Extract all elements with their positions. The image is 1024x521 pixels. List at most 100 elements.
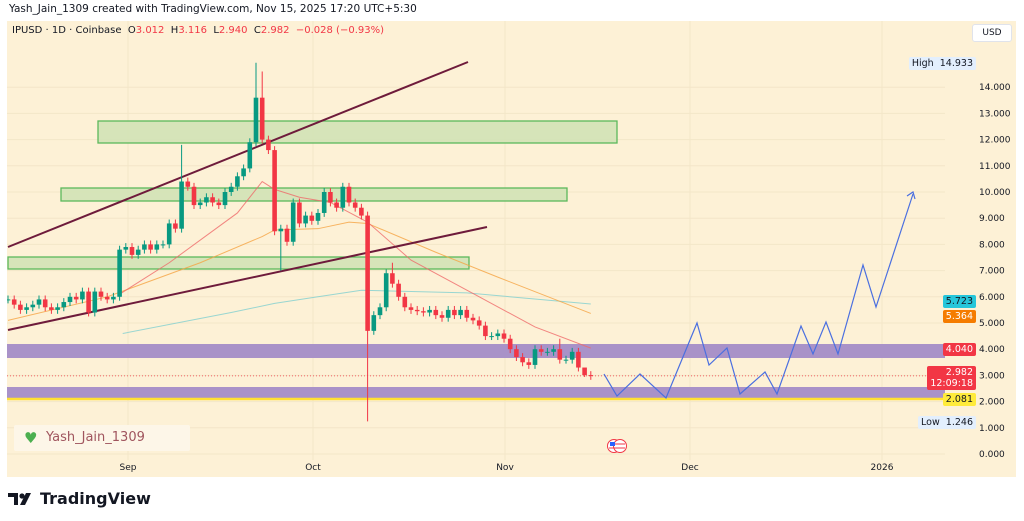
candle-body [569, 351, 575, 360]
high-label: H [170, 25, 179, 36]
support-badge: 2.081 [942, 393, 976, 406]
upper-trendline [7, 61, 469, 248]
candle-body [253, 97, 259, 143]
candle-body [154, 244, 160, 250]
candle-body [98, 291, 104, 297]
candle-body [427, 309, 432, 313]
candle-body [445, 309, 451, 318]
y-tick-label: 2.000 [979, 398, 1005, 408]
candle-body [166, 223, 172, 245]
candle-body [340, 186, 346, 208]
candle-body [538, 349, 544, 352]
candle-body [142, 244, 147, 250]
x-tick-label: Nov [496, 463, 514, 473]
candle-body [111, 296, 116, 300]
us-flag-event-icon[interactable] [607, 439, 627, 453]
candle-body [408, 307, 414, 310]
candle-body [191, 186, 197, 206]
candle-body [61, 302, 67, 308]
low-label-badge: Low 1.246 [918, 416, 976, 429]
candle-body [36, 299, 42, 305]
supply-zone-purple [7, 344, 945, 358]
candle-body [123, 247, 129, 250]
candle-body [507, 338, 513, 350]
candle-body [346, 186, 352, 203]
high-value: 3.116 [178, 25, 207, 36]
currency-button[interactable]: USD [972, 24, 1012, 42]
x-tick-label: Sep [120, 463, 137, 473]
candle-body [470, 317, 476, 321]
resistance-zone [97, 120, 618, 144]
candle-body [160, 244, 166, 246]
candle-body [396, 283, 401, 297]
change-value: −0.028 (−0.93%) [295, 25, 385, 36]
symbol-legend: IPUSD · 1D · Coinbase O3.012 H3.116 L2.9… [12, 25, 384, 36]
candle-body [266, 139, 271, 151]
candle-body [73, 296, 79, 300]
last-price-badge: 2.982 12:09:18 [927, 366, 976, 390]
candle-body [18, 304, 23, 310]
ma-orange-line [7, 221, 591, 321]
candle-body [235, 176, 240, 187]
close-value: 2.982 [260, 25, 290, 36]
resistance-zone [60, 187, 568, 202]
candle-body [414, 309, 420, 312]
candle-body [197, 202, 203, 206]
candle-body [55, 307, 60, 310]
y-tick-label: 11.000 [979, 162, 1011, 172]
last-price: 2.982 [945, 367, 973, 378]
candle-body [321, 192, 327, 213]
candle-body [464, 309, 470, 318]
x-tick-label: Oct [305, 463, 321, 473]
candle-body [563, 359, 569, 361]
candle-body [228, 186, 234, 192]
candle-body [11, 299, 17, 305]
low-value: 2.940 [218, 25, 248, 36]
open-label: O [127, 25, 136, 36]
candle-body [185, 181, 191, 187]
candle-body [582, 367, 587, 376]
candle-body [576, 351, 581, 368]
chart-panel[interactable] [7, 21, 1016, 477]
candle-body [489, 336, 494, 338]
candle-body [483, 325, 488, 337]
ma-teal-badge: 5.723 [942, 295, 976, 308]
candle-body [222, 192, 228, 206]
resistance-zone [7, 256, 470, 270]
x-tick-label: Dec [681, 463, 698, 473]
candle-body [86, 291, 91, 313]
demand-zone-purple [7, 387, 945, 398]
candle-body [526, 362, 532, 365]
candle-body [80, 291, 85, 300]
candle-body [303, 215, 308, 224]
candle-body [247, 142, 253, 169]
green-heart-icon: ♥ [24, 429, 38, 447]
candle-body [92, 291, 98, 313]
x-tick-label: 2026 [871, 463, 894, 473]
y-tick-label: 10.000 [979, 188, 1011, 198]
low-price: 1.246 [945, 417, 973, 428]
ma-orange-badge: 5.364 [942, 310, 976, 323]
y-tick-label: 5.000 [979, 319, 1005, 329]
candle-body [272, 150, 277, 232]
low-tag: Low [921, 417, 940, 428]
tradingview-logo[interactable]: TradingView [8, 489, 151, 508]
high-label-badge: High 14.933 [908, 57, 976, 70]
candle-body [551, 349, 556, 352]
candle-body [7, 299, 11, 301]
tradingview-logo-icon [8, 492, 31, 505]
candle-body [452, 309, 457, 316]
y-tick-label: 14.000 [979, 83, 1011, 93]
candle-body [352, 202, 358, 208]
candle-body [557, 349, 563, 360]
zone-level-badge: 4.040 [942, 343, 976, 356]
candle-body [458, 309, 463, 316]
candle-body [290, 202, 296, 242]
candle-body [204, 197, 209, 203]
candle-body [179, 181, 184, 229]
candle-body [328, 192, 333, 203]
candle-body [365, 215, 370, 331]
candle-body [371, 315, 377, 331]
candle-body [334, 202, 339, 208]
